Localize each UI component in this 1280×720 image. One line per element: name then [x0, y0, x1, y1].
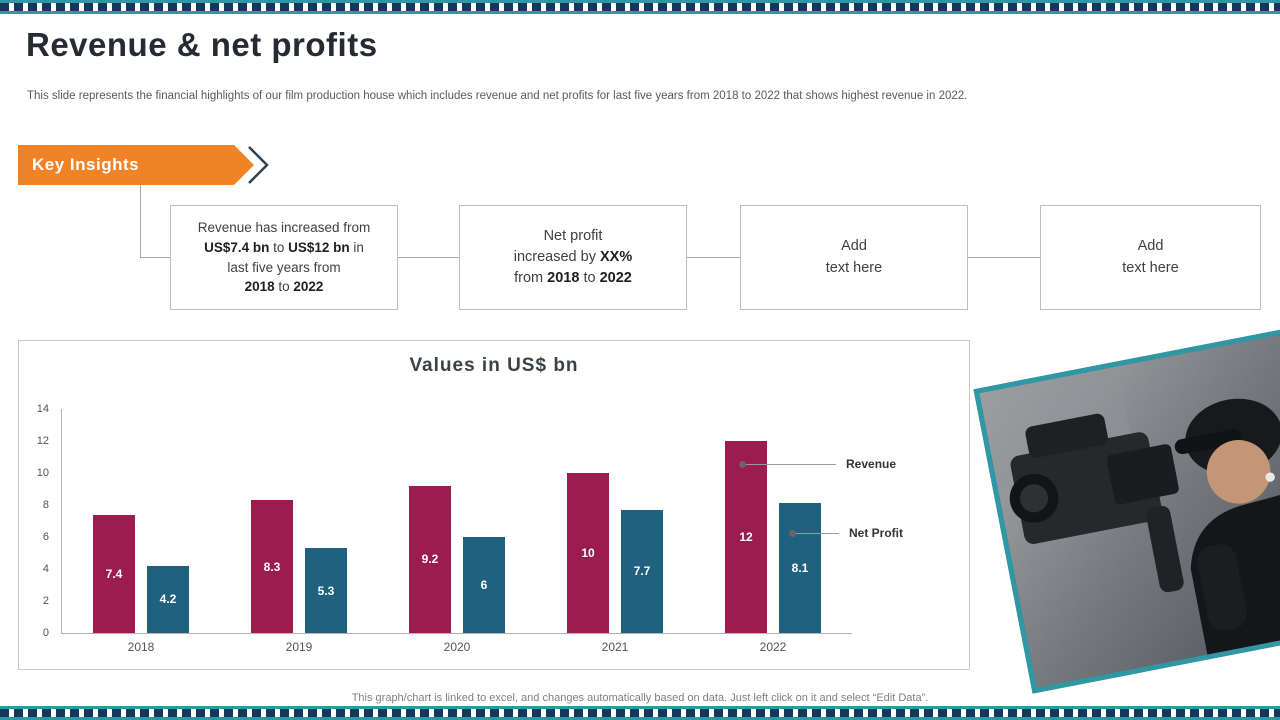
bar-group-2020: 9.2 6 2020: [409, 409, 505, 654]
placeholder-text: Add text here: [1122, 238, 1179, 276]
cameraman-silhouette: [1174, 398, 1280, 659]
callout-dot: [789, 529, 796, 537]
bar-revenue-2018[interactable]: 7.4: [93, 514, 135, 633]
y-tick-label-0: 0: [42, 627, 49, 639]
x-axis-label-2022: 2022: [759, 640, 787, 654]
insight-box-placeholder-2[interactable]: Add text here: [1040, 205, 1261, 310]
bar-net-profit-2022[interactable]: 8.1: [779, 503, 821, 633]
callout-dot: [739, 460, 746, 468]
bar-group-2022: 12 8.1 2022: [725, 409, 821, 654]
connector-line-vertical: [140, 185, 141, 257]
bar-value-label: 8.1: [791, 561, 809, 576]
legend-callout-revenue: Revenue: [739, 457, 896, 471]
x-axis-label-2018: 2018: [127, 640, 155, 654]
bar-net-profit-2020[interactable]: 6: [463, 537, 505, 633]
bar-value-label: 5.3: [317, 583, 335, 598]
legend-label-revenue: Revenue: [846, 457, 897, 471]
film-camera-rig-shape: [1009, 413, 1184, 593]
key-insights-label: Key Insights: [32, 155, 140, 174]
y-tick-label-6: 6: [42, 531, 49, 543]
y-axis: 0 2 4 6 8 10 12 14: [19, 403, 57, 639]
insight-text: Revenue has increased from US$7.4 bn to U…: [197, 220, 371, 295]
key-insights-banner: Key Insights: [18, 145, 254, 185]
bar-net-profit-2018[interactable]: 4.2: [147, 565, 189, 633]
bar-group-2021: 10 7.7 2021: [567, 409, 663, 654]
callout-line: [746, 463, 836, 465]
y-tick-label-10: 10: [36, 467, 49, 479]
page-title: Revenue & net profits: [26, 26, 378, 63]
footnote: This graph/chart is linked to excel, and…: [351, 692, 929, 704]
callout-line: [796, 532, 839, 534]
bar-group-2019: 8.3 5.3 2019: [251, 409, 347, 654]
bar-value-label: 7.4: [105, 566, 123, 581]
bar-value-label: 8.3: [263, 559, 281, 574]
revenue-net-profit-chart[interactable]: Values in US$ bn 0 2 4 6 8 10 12 14 7.4 4.2 2018 8…: [18, 340, 970, 670]
legend-callout-net-profit: Net Profit: [789, 526, 903, 540]
bottom-border-decoration: [0, 706, 1280, 720]
y-tick-label-4: 4: [42, 563, 49, 575]
bar-value-label: 6: [480, 578, 488, 592]
x-axis-label-2019: 2019: [285, 640, 313, 654]
bar-value-label: 12: [739, 530, 753, 544]
y-tick-label-2: 2: [42, 595, 49, 607]
y-tick-label-14: 14: [36, 403, 49, 415]
page-subtitle: This slide represents the financial high…: [27, 90, 968, 102]
bar-net-profit-2021[interactable]: 7.7: [621, 509, 663, 633]
cameraman-photo: [973, 326, 1280, 694]
insight-box-net-profit: Net profit increased by XX% from 2018 to 2…: [459, 205, 687, 310]
bar-value-label: 7.7: [633, 564, 651, 579]
insight-box-revenue: Revenue has increased from US$7.4 bn to U…: [170, 205, 398, 310]
bar-value-label: 4.2: [159, 592, 177, 607]
legend-label-net-profit: Net Profit: [849, 526, 903, 540]
insight-box-placeholder-1[interactable]: Add text here: [740, 205, 968, 310]
bar-revenue-2019[interactable]: 8.3: [251, 500, 293, 633]
top-border-decoration: [0, 0, 1280, 14]
chart-plot: 7.4 4.2 2018 8.3 5.3 2019 9.2 6 2020 10 7.7 2021 12 8…: [61, 409, 852, 654]
insight-text: Net profit increased by XX% from 2018 to 2…: [513, 227, 633, 286]
x-axis-label-2020: 2020: [443, 640, 471, 654]
bar-value-label: 9.2: [421, 552, 439, 567]
placeholder-text: Add text here: [825, 238, 883, 276]
y-tick-label-8: 8: [42, 499, 49, 511]
bar-value-label: 10: [581, 546, 595, 560]
chart-title: Values in US$ bn: [409, 355, 579, 376]
bar-revenue-2021[interactable]: 10: [567, 473, 609, 633]
x-axis-label-2021: 2021: [601, 640, 629, 654]
bar-revenue-2022[interactable]: 12: [725, 441, 767, 633]
cameraman-photo-graphic: [979, 332, 1280, 688]
bar-group-2018: 7.4 4.2 2018: [93, 409, 189, 654]
bar-net-profit-2019[interactable]: 5.3: [305, 548, 347, 633]
chevron-right-icon: [248, 146, 269, 184]
y-tick-label-12: 12: [36, 435, 49, 447]
bar-revenue-2020[interactable]: 9.2: [409, 485, 451, 633]
